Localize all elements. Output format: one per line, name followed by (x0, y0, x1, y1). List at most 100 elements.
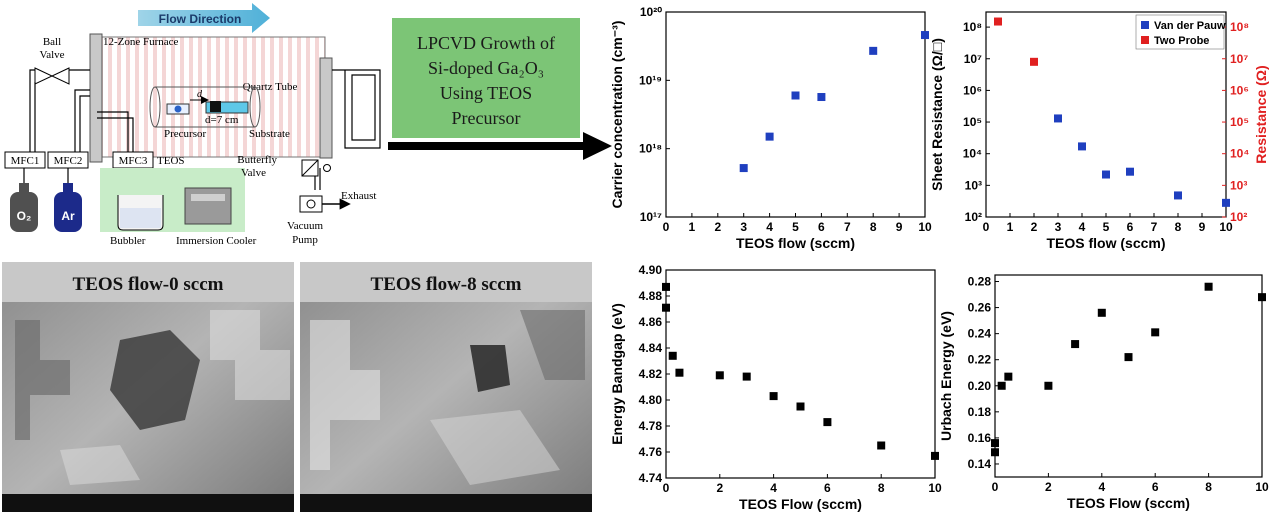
o2-cylinder (10, 192, 38, 232)
sem-8-pit (470, 345, 510, 392)
vacuum-label-1: Vacuum (287, 220, 323, 232)
data-point (931, 451, 939, 460)
data-point (739, 164, 748, 173)
mfc2-label: MFC2 (54, 155, 83, 167)
y-tick-label: 10³ (965, 178, 982, 192)
y-tick-label: 0.16 (968, 431, 992, 445)
sem-image-0sccm: TEOS flow-0 sccm (2, 262, 294, 512)
x-tick-label: 0 (992, 480, 999, 494)
x-tick-label: 0 (663, 481, 670, 495)
title-line-1: LPCVD Growth of (417, 33, 555, 53)
data-point (877, 441, 886, 450)
data-point (791, 91, 800, 100)
y-right-tick-label: 10⁴ (1230, 147, 1249, 161)
furnace-body (96, 36, 326, 158)
x-axis-label: TEOS flow (sccm) (1046, 235, 1165, 251)
y-tick-label: 10¹⁷ (640, 210, 662, 224)
y-right-tick-label: 10³ (1230, 178, 1247, 192)
ball-valve-label-2: Valve (39, 49, 64, 61)
x-tick-label: 9 (896, 220, 903, 234)
data-point (765, 132, 774, 141)
data-point (1258, 293, 1266, 302)
substrate-boat (205, 101, 249, 114)
teos-label: TEOS (157, 155, 185, 167)
data-point (1151, 328, 1160, 337)
y-tick-label: 4.82 (639, 367, 663, 381)
y-tick-label: 10⁴ (963, 147, 982, 161)
y-tick-label: 0.22 (968, 353, 992, 367)
x-tick-label: 8 (878, 481, 885, 495)
data-point (1078, 142, 1086, 151)
y-tick-label: 10¹⁹ (639, 73, 662, 87)
system-schematic: Flow Direction 12-Zone Furnace Quartz Tu… (4, 3, 381, 247)
sem-0-pit (110, 330, 200, 430)
bubbler-label: Bubbler (110, 235, 146, 247)
x-tick-label: 5 (1103, 220, 1110, 234)
o2-cylinder-neck (19, 183, 29, 193)
data-point (1222, 198, 1230, 207)
sem-image-8-infobar (300, 494, 592, 512)
data-point (823, 418, 832, 427)
y-tick-label: 4.78 (639, 419, 663, 433)
y-tick-label: 10⁷ (964, 52, 982, 66)
butterfly-label-2: Valve (241, 167, 266, 179)
data-point (869, 46, 878, 55)
x-tick-label: 10 (1219, 220, 1233, 234)
sem-image-0-label: TEOS flow-0 sccm (73, 274, 224, 295)
data-point (796, 402, 805, 411)
data-point (921, 31, 929, 40)
x-tick-label: 10 (1255, 480, 1269, 494)
data-point (742, 372, 751, 381)
title-box (392, 18, 580, 138)
y-tick-label: 10² (965, 210, 982, 224)
x-tick-label: 4 (770, 481, 777, 495)
cooler-display (191, 194, 225, 201)
y-tick-label: 10¹⁸ (639, 142, 662, 156)
x-tick-label: 10 (928, 481, 942, 495)
flow-to-results-arrow (388, 132, 612, 160)
y-right-tick-label: 10⁵ (1230, 115, 1249, 129)
sem-0-feature-2 (210, 310, 290, 400)
data-point (1126, 167, 1134, 176)
butterfly-valve-disc (301, 159, 319, 177)
data-point (1071, 340, 1080, 349)
substrate-label: Substrate (249, 128, 290, 140)
x-tick-label: 8 (1205, 480, 1212, 494)
data-point (668, 351, 677, 360)
data-point (1054, 114, 1062, 123)
sem-0-feature-1 (15, 320, 70, 440)
y-tick-label: 4.86 (639, 315, 663, 329)
title-line-3: Using TEOS (440, 83, 532, 103)
y-axis-label: Urbach Energy (eV) (938, 311, 954, 441)
y-tick-label: 0.24 (968, 327, 992, 341)
x-tick-label: 2 (1045, 480, 1052, 494)
plot-frame (665, 269, 936, 479)
legend-marker (1141, 36, 1149, 44)
mfc1-box (4, 151, 46, 169)
sem-8-feature-1 (310, 320, 380, 470)
plot-frame (665, 11, 926, 218)
data-point (997, 381, 1006, 390)
mfc2-box (47, 151, 89, 169)
y-right-tick-label: 10⁷ (1230, 52, 1248, 66)
butterfly-valve-handle (323, 164, 331, 172)
data-point (1030, 57, 1038, 66)
x-tick-label: 8 (1175, 220, 1182, 234)
y-tick-label: 4.76 (639, 445, 663, 459)
immersion-cooler-label: Immersion Cooler (176, 235, 257, 247)
left-flange (89, 33, 103, 163)
substrate-sample (210, 101, 221, 112)
o2-label: O₂ (17, 209, 32, 223)
x-tick-label: 10 (918, 220, 932, 234)
y-tick-label: 0.26 (968, 301, 992, 315)
x-tick-label: 0 (663, 220, 670, 234)
data-point (1044, 381, 1053, 390)
y-tick-label: 10⁶ (963, 83, 982, 97)
ball-valve-icon (34, 67, 70, 85)
y-tick-label: 4.84 (639, 341, 663, 355)
data-point (1102, 170, 1110, 179)
sem-8-feature-3 (520, 310, 585, 380)
y-tick-label: 10⁵ (963, 115, 982, 129)
bubbler-liquid (120, 208, 161, 228)
